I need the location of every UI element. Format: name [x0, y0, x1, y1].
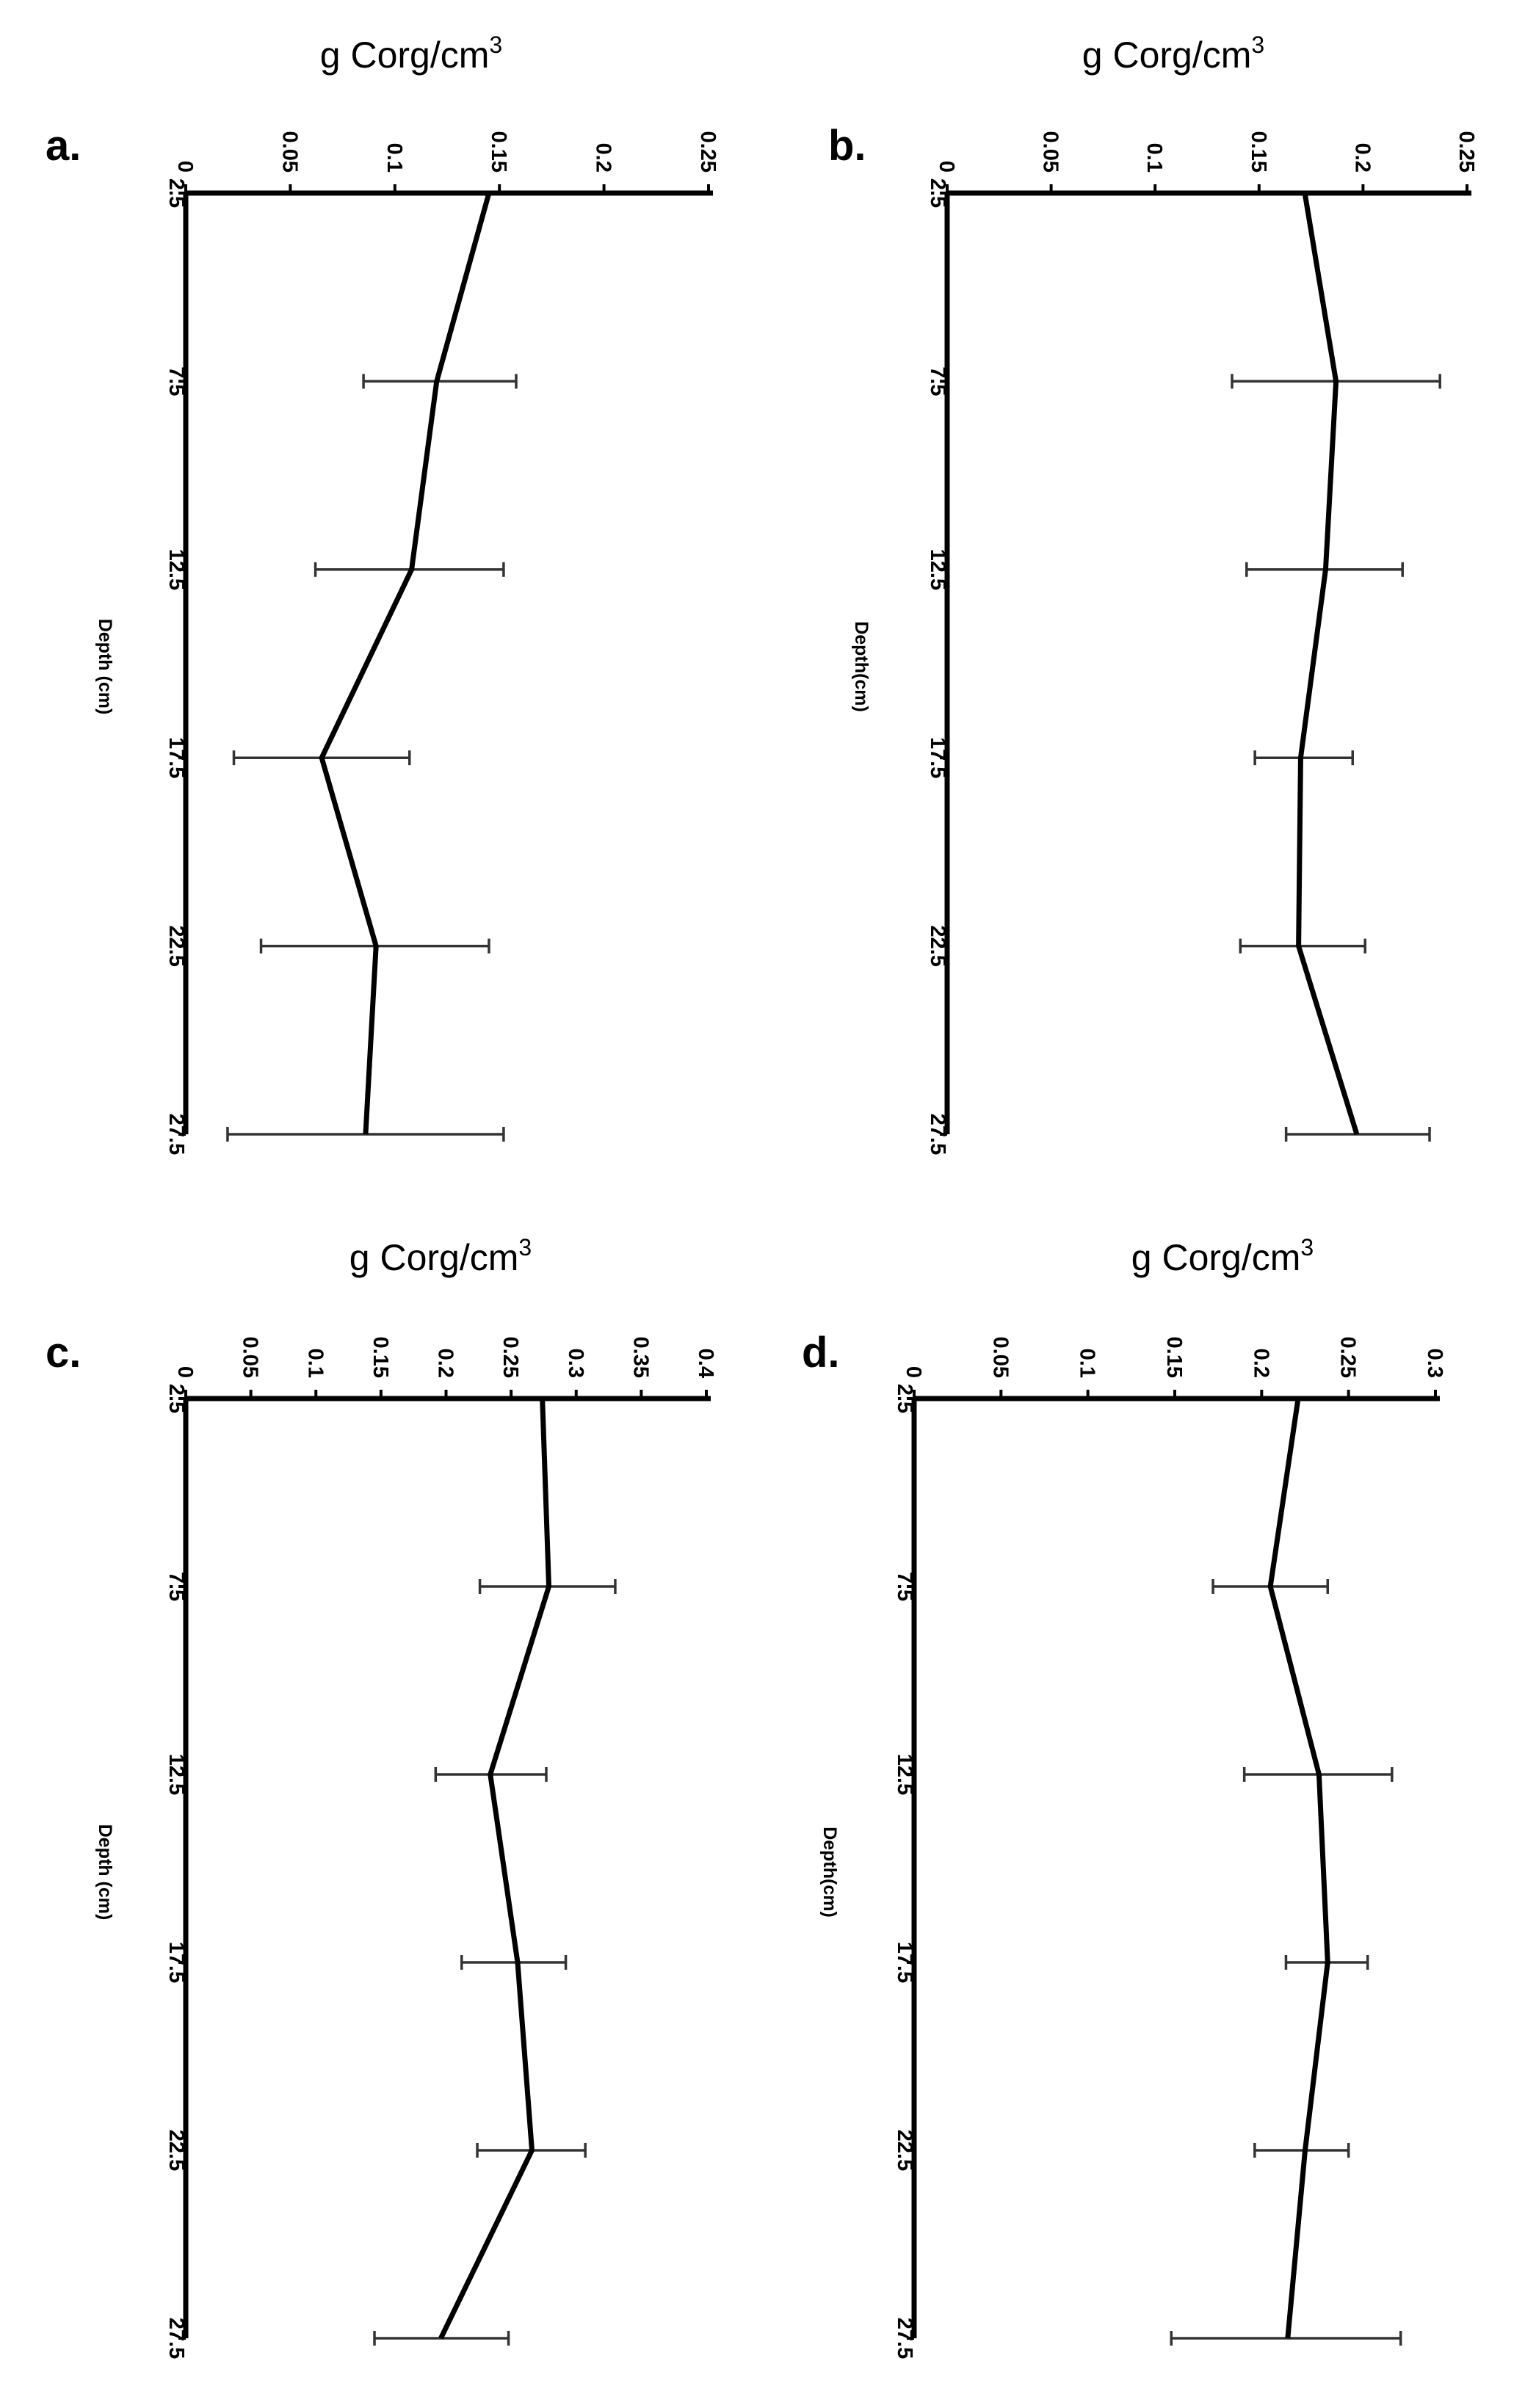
x-tick-label: 0.1	[303, 1349, 327, 1378]
panel-label: c.	[46, 1329, 81, 1377]
y-tick-label: 22.5	[164, 2130, 188, 2171]
y-tick-label: 27.5	[164, 1114, 188, 1155]
x-axis-title: g Corg/cm3	[320, 32, 502, 76]
y-axis-title: Depth(cm)	[851, 621, 872, 712]
y-tick-label: 2.5	[164, 178, 188, 208]
x-axis-title: g Corg/cm3	[1131, 1234, 1314, 1278]
y-tick-label: 17.5	[893, 1942, 916, 1983]
x-tick-label: 0	[173, 1366, 197, 1378]
series-line	[438, 1398, 552, 2340]
x-tick-label: 0.1	[1142, 143, 1166, 173]
y-tick-label: 2.5	[926, 178, 949, 208]
x-tick-label: 0.3	[564, 1349, 587, 1378]
y-tick-label: 22.5	[164, 925, 188, 966]
y-tick-label: 2.5	[164, 1384, 188, 1413]
y-tick-label: 7.5	[926, 366, 949, 396]
y-axis-title: Depth(cm)	[819, 1827, 840, 1918]
x-tick-label: 0.05	[1039, 131, 1062, 173]
x-axis-title: g Corg/cm3	[349, 1234, 532, 1278]
y-tick-label: 17.5	[164, 1942, 188, 1983]
x-tick-label: 0.2	[592, 143, 615, 173]
x-tick-label: 0.2	[1249, 1349, 1272, 1378]
x-tick-label: 0.05	[988, 1337, 1012, 1378]
chart-panel-4: d. g Corg/cm3 Depth(cm) 0 0.05 0.1 0.15 0.2 0.25…	[802, 1234, 1446, 2359]
y-tick-label: 27.5	[164, 2318, 188, 2359]
x-tick-label: 0.05	[239, 1337, 262, 1378]
chart-panel-2: b. g Corg/cm3 Depth(cm) 0 0.05 0.1 0.15 0.2 0.25…	[828, 32, 1478, 1155]
series-line	[1267, 1398, 1330, 2339]
series-line	[1296, 192, 1360, 1136]
y-tick-label: 12.5	[893, 1754, 916, 1795]
y-axis-title: Depth (cm)	[95, 619, 115, 715]
y-tick-label: 12.5	[164, 549, 188, 590]
x-tick-label: 0.2	[1350, 143, 1374, 173]
y-tick-label: 7.5	[164, 1572, 188, 1601]
y-tick-label: 22.5	[926, 925, 949, 966]
y-tick-label: 17.5	[926, 737, 949, 778]
x-tick-label: 0.15	[369, 1337, 392, 1378]
x-tick-label: 0.15	[1162, 1337, 1186, 1378]
y-tick-label: 17.5	[164, 737, 188, 778]
x-tick-label: 0	[902, 1366, 925, 1378]
y-tick-label: 27.5	[893, 2318, 916, 2359]
y-tick-label: 27.5	[926, 1114, 949, 1155]
x-axis-title: g Corg/cm3	[1082, 32, 1264, 76]
panel-label: d.	[802, 1329, 840, 1377]
chart-panel-3: c. g Corg/cm3 Depth (cm) 0 0.05 0.1 0.15 0.2 0.2…	[46, 1234, 717, 2359]
x-tick-label: 0.3	[1423, 1349, 1446, 1378]
x-tick-label: 0.4	[694, 1349, 717, 1378]
x-tick-label: 0.15	[1247, 131, 1270, 173]
x-tick-label: 0.35	[629, 1337, 652, 1378]
panel-label: a.	[46, 122, 81, 170]
y-axis-title: Depth (cm)	[95, 1824, 115, 1921]
x-tick-label: 0.25	[1336, 1337, 1360, 1378]
x-tick-label: 0.15	[487, 131, 510, 173]
panel-label: b.	[828, 122, 866, 170]
x-tick-label: 0	[173, 161, 197, 173]
x-tick-label: 0.1	[383, 143, 406, 173]
x-tick-label: 0.2	[434, 1349, 457, 1378]
x-tick-label: 0.1	[1076, 1349, 1099, 1378]
x-tick-label: 0.25	[1455, 131, 1478, 173]
x-tick-label: 0.25	[696, 131, 720, 173]
y-tick-label: 2.5	[893, 1384, 916, 1413]
x-tick-label: 0	[935, 161, 958, 173]
y-tick-label: 22.5	[893, 2130, 916, 2171]
y-tick-label: 7.5	[893, 1572, 916, 1601]
chart-panel-1: a. g Corg/cm3 Depth (cm) 0 0.05 0.1 0.15 0.2 0.2…	[46, 32, 720, 1155]
x-tick-label: 0.25	[499, 1337, 522, 1378]
y-tick-label: 12.5	[164, 1754, 188, 1795]
x-tick-label: 0.05	[278, 131, 301, 173]
y-tick-label: 12.5	[926, 549, 949, 590]
series-line	[319, 192, 492, 1135]
y-tick-label: 7.5	[164, 366, 188, 396]
